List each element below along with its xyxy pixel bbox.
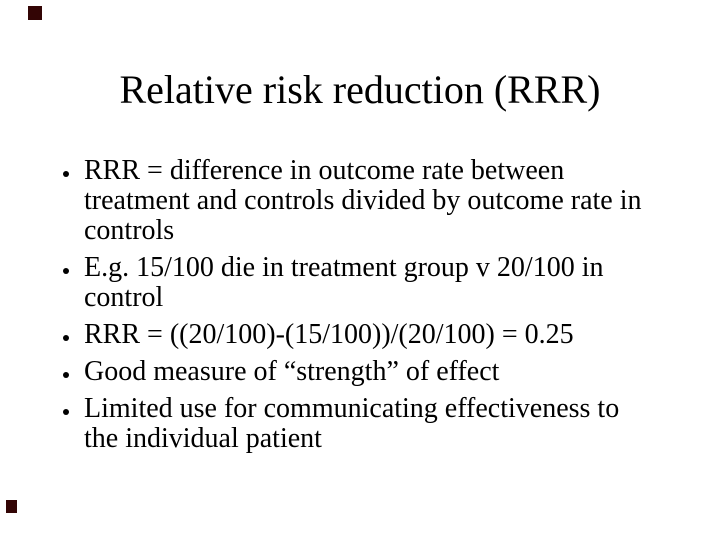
bullet-line: the individual patient <box>84 423 322 454</box>
bullet-line: Good measure of “strength” of effect <box>84 356 500 387</box>
bullet-item: RRR = ((20/100)-(15/100))/(20/100) = 0.2… <box>63 320 663 350</box>
bullet-line: E.g. 15/100 die in treatment group v 20/… <box>84 252 604 283</box>
bullet-icon <box>63 372 69 378</box>
bullet-line: controls <box>84 215 175 246</box>
bullet-item: Good measure of “strength” of effect <box>63 357 663 387</box>
bullet-item: Limited use for communicating effectiven… <box>63 394 663 454</box>
bullet-icon <box>63 335 69 341</box>
slide-title: Relative risk reduction (RRR) <box>119 67 601 112</box>
bullet-icon <box>63 171 69 177</box>
bullet-line: RRR = ((20/100)-(15/100))/(20/100) = 0.2… <box>84 319 574 350</box>
corner-mark-bottom-left <box>6 500 17 513</box>
bullet-item: E.g. 15/100 die in treatment group v 20/… <box>63 253 663 313</box>
bullet-icon <box>63 268 69 274</box>
bullet-list: RRR = difference in outcome rate between… <box>63 156 663 461</box>
bullet-line: control <box>84 282 164 313</box>
corner-mark-top-left <box>28 6 42 20</box>
bullet-icon <box>63 409 69 415</box>
bullet-line: Limited use for communicating effectiven… <box>84 393 620 424</box>
bullet-line: RRR = difference in outcome rate between <box>84 155 565 186</box>
bullet-line: treatment and controls divided by outcom… <box>84 185 642 216</box>
bullet-item: RRR = difference in outcome rate between… <box>63 156 663 246</box>
